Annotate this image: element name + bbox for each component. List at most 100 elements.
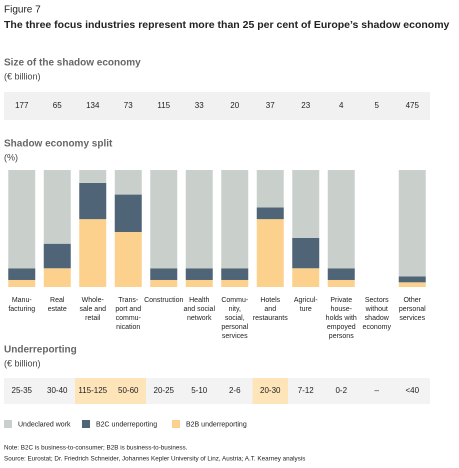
legend-swatch: [172, 420, 180, 428]
size-value: 115: [157, 101, 170, 110]
x-tick-label-line: Commu-: [221, 297, 249, 304]
chart-title: The three focus industries represent mor…: [4, 19, 450, 31]
x-tick-label-line: economy: [363, 324, 392, 331]
underreporting-value: 30-40: [47, 386, 68, 395]
x-tick-label-line: Trans-: [118, 297, 139, 304]
bar-segment: [327, 268, 355, 280]
bar-segment: [256, 170, 284, 208]
bar-segment: [150, 279, 178, 287]
x-tick-label: Whole-sale and retail: [80, 297, 107, 322]
cell: [39, 378, 75, 404]
underreporting-value: 7-12: [298, 386, 315, 395]
bar-segment: [185, 279, 213, 287]
x-tick-label-line: house-: [331, 306, 353, 313]
bar-segment: [43, 268, 71, 287]
value-row: [4, 92, 430, 120]
underreporting-value: –: [375, 386, 380, 395]
bar-segment: [8, 268, 36, 280]
x-tick-label-line: restaurants: [253, 315, 289, 322]
underreporting-value: 2-6: [229, 386, 241, 395]
x-tick-label-line: Health: [189, 297, 209, 304]
size-value: 65: [53, 101, 62, 110]
legend-label: B2C underreporting: [96, 421, 157, 428]
note: Note: B2C is business-to-consumer; B2B i…: [4, 445, 188, 452]
x-tick-label-line: personal: [221, 324, 248, 331]
bar-segment: [221, 268, 249, 280]
legend-swatch: [4, 420, 12, 428]
legend-label: Undeclared work: [18, 421, 71, 428]
bar-segment: [292, 268, 320, 287]
x-tick-label-line: network: [187, 315, 212, 322]
underreporting-value: 25-35: [12, 386, 33, 395]
underreporting-value: 20-30: [260, 386, 281, 395]
cell: [359, 378, 395, 404]
cell: [4, 378, 40, 404]
x-tick-label: Agricul-ture: [294, 297, 318, 313]
section-title: Size of the shadow economy: [4, 58, 141, 69]
bar-segment: [327, 279, 355, 287]
cell: [288, 378, 324, 404]
x-tick-label-line: personal: [399, 306, 426, 313]
cell: [394, 378, 430, 404]
size-value: 23: [301, 101, 310, 110]
underreporting-value: <40: [405, 386, 419, 395]
x-tick-label-line: Construction: [144, 297, 183, 304]
x-tick-label: Trans-port and commu-nication: [115, 297, 141, 331]
x-tick-label: Commu-nity, social, personal services: [221, 297, 249, 340]
size-value: 33: [195, 101, 204, 110]
cell: [110, 378, 146, 404]
underreporting-value: 50-60: [118, 386, 139, 395]
source: Source: Eurostat; Dr. Friedrich Schneide…: [4, 456, 305, 463]
x-tick-label: Manu-facturing: [8, 297, 35, 313]
bar-segment: [8, 170, 36, 269]
bar-segment: [185, 170, 213, 269]
x-tick-label-line: Manu-: [12, 297, 33, 304]
underreporting-value: 115-125: [78, 386, 107, 395]
bar-segment: [221, 170, 249, 269]
x-tick-label: Hotels and restaurants: [253, 297, 289, 322]
x-tick-label-line: services: [399, 315, 425, 322]
x-tick-label: Private house-holds with empoyed persons: [326, 297, 357, 340]
size-value: 475: [406, 101, 420, 110]
bar-segment: [150, 170, 178, 269]
x-tick-label-line: port and: [115, 306, 141, 313]
bar-segment: [114, 232, 142, 287]
x-tick-label-line: Real: [50, 297, 65, 304]
bar-segment: [79, 219, 107, 287]
x-tick-label-line: facturing: [8, 306, 35, 313]
x-tick-label-line: social,: [225, 315, 245, 322]
x-tick-label-line: sale and: [80, 306, 107, 313]
bar-segment: [398, 276, 426, 283]
cell: [146, 378, 182, 404]
x-tick-label-line: nity,: [229, 306, 241, 313]
size-value: 134: [86, 101, 100, 110]
x-tick-label-line: nication: [116, 324, 140, 331]
bar-segment: [256, 219, 284, 287]
x-tick-label-line: Whole-: [82, 297, 105, 304]
x-tick-label: Real estate: [48, 297, 67, 313]
figure-label: Figure 7: [4, 5, 41, 16]
bar-segment: [398, 170, 426, 277]
x-tick-label-line: shadow: [365, 315, 390, 322]
bar-segment: [43, 170, 71, 244]
bar-segment: [114, 194, 142, 233]
x-tick-label-line: Private: [330, 297, 352, 304]
x-tick-label-line: empoyed: [327, 324, 356, 331]
x-tick-label-line: holds with: [326, 315, 357, 322]
x-tick-label: Construction: [144, 297, 183, 304]
underreporting-value: 0-2: [335, 386, 347, 395]
underreporting-value: 20-25: [154, 386, 175, 395]
x-tick-label-line: estate: [48, 306, 67, 313]
cell: [181, 378, 217, 404]
bar-segment: [114, 170, 142, 195]
size-value: 4: [339, 101, 344, 110]
bar-segment: [79, 182, 107, 220]
x-tick-label-line: retail: [85, 315, 101, 322]
section-unit: (€ billion): [4, 71, 41, 81]
x-tick-label: Health and social network: [183, 297, 215, 322]
underreporting-value: 5-10: [191, 386, 208, 395]
cell: [75, 378, 111, 404]
size-value: 73: [124, 101, 133, 110]
x-tick-label-line: and social: [183, 306, 215, 313]
cell: [217, 378, 253, 404]
